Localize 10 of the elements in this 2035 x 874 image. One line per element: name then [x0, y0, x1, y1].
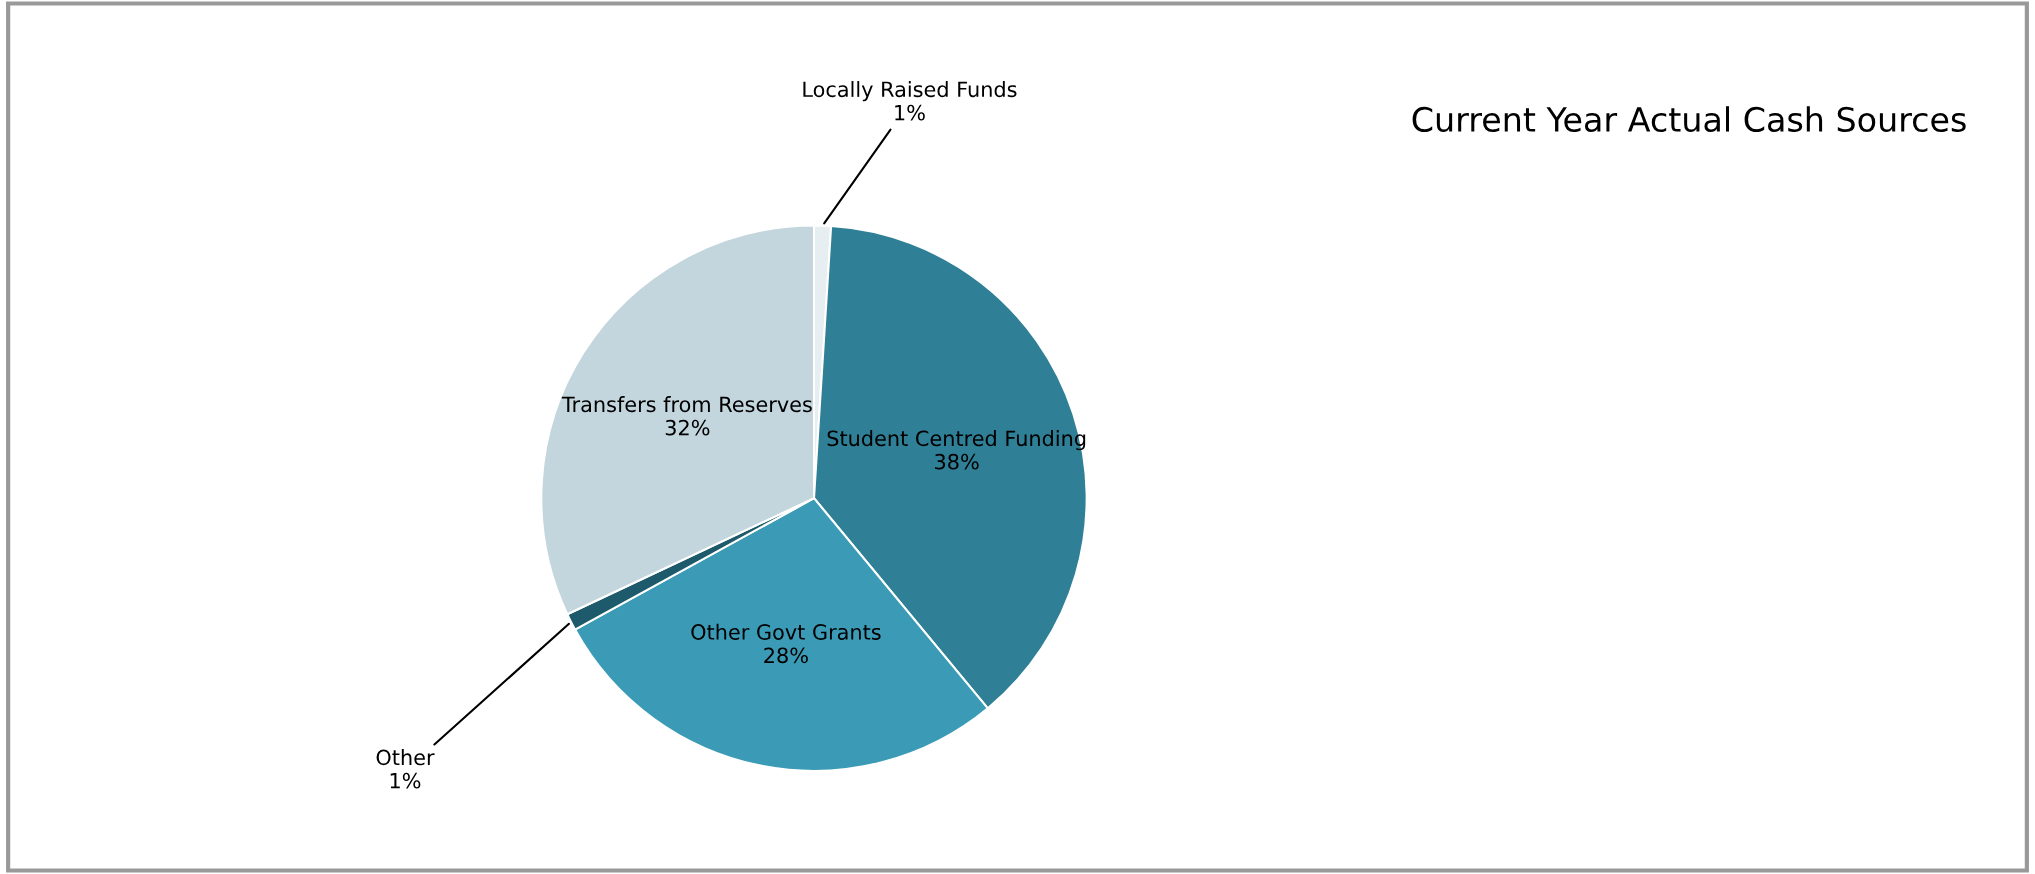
data-label: 1% [895, 104, 925, 121]
data-label: 38% [935, 453, 979, 470]
slice-label: Other Govt Grants [691, 623, 881, 640]
text: Current Year Actual Cash Sources [1412, 106, 1966, 133]
data-label: 1% [390, 772, 421, 789]
data-label: 28% [764, 647, 808, 664]
slice-label: Locally Raised Funds [803, 81, 1017, 102]
slice-label: Transfers from Reserves [561, 396, 812, 413]
slice-label: Other [376, 749, 435, 766]
data-label: 32% [665, 419, 710, 436]
